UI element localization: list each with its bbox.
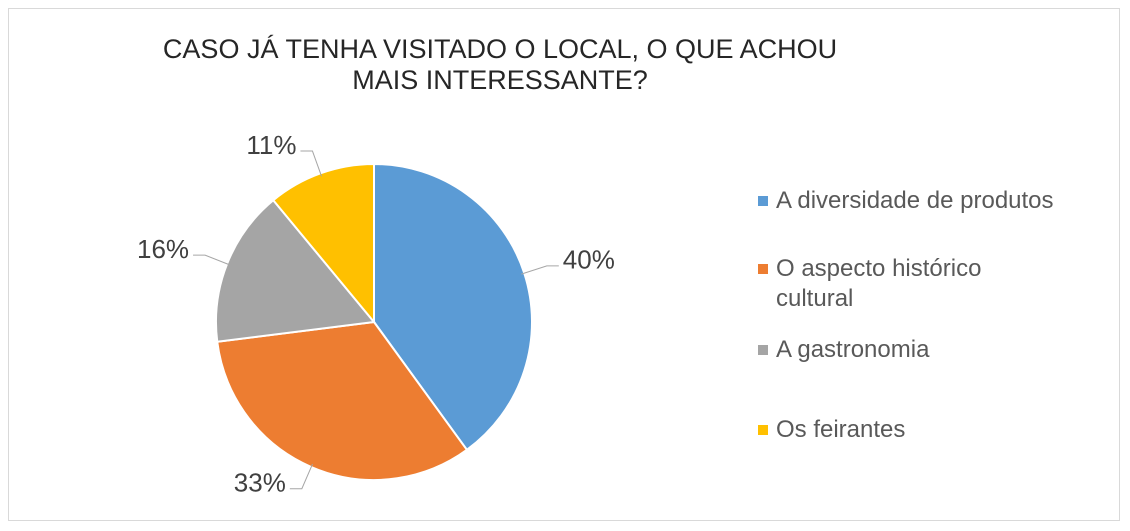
legend-label: Os feirantes [776,416,906,443]
legend-swatch [758,196,768,206]
leader-line [193,254,231,266]
legend-swatch [758,264,768,274]
legend-item: Os feirantes [758,415,1130,445]
leader-line [289,463,313,490]
data-label: 16% [137,234,189,264]
data-label: 40% [563,245,615,275]
legend-label: A diversidade de produtos [776,187,1054,214]
leader-line [521,265,559,275]
chart-border [8,8,1120,521]
data-label: 33% [234,468,286,498]
leader-line [300,150,323,177]
legend-item: O aspecto histórico cultural [758,254,1026,314]
legend-label: A gastronomia [776,336,930,363]
legend-item: A gastronomia [758,335,1130,365]
chart-title: CASO JÁ TENHA VISITADO O LOCAL, O QUE AC… [162,34,838,95]
data-label: 11% [246,130,296,160]
legend-swatch [758,345,768,355]
legend-label: O aspecto histórico cultural [776,255,982,312]
legend-swatch [758,425,768,435]
legend-item: A diversidade de produtos [758,186,1130,216]
